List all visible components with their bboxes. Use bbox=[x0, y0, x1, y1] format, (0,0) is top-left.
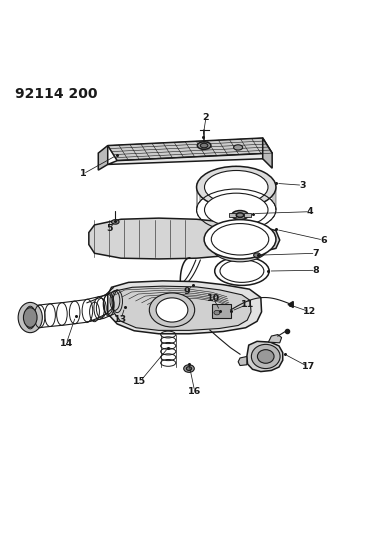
Text: 16: 16 bbox=[188, 387, 201, 395]
Text: 12: 12 bbox=[303, 308, 317, 317]
Ellipse shape bbox=[186, 367, 192, 370]
Text: 5: 5 bbox=[106, 224, 113, 233]
Ellipse shape bbox=[184, 365, 194, 373]
Ellipse shape bbox=[214, 310, 220, 315]
Ellipse shape bbox=[197, 166, 276, 208]
Ellipse shape bbox=[257, 350, 274, 364]
FancyBboxPatch shape bbox=[212, 304, 231, 318]
Text: 17: 17 bbox=[301, 362, 315, 371]
Text: 6: 6 bbox=[320, 236, 327, 245]
Polygon shape bbox=[244, 213, 251, 217]
Ellipse shape bbox=[197, 142, 211, 149]
Ellipse shape bbox=[149, 293, 195, 327]
Polygon shape bbox=[238, 357, 247, 366]
Polygon shape bbox=[263, 138, 272, 168]
Polygon shape bbox=[108, 153, 272, 165]
Text: 2: 2 bbox=[203, 112, 209, 122]
Text: 3: 3 bbox=[299, 181, 306, 190]
Text: 7: 7 bbox=[312, 249, 319, 258]
Polygon shape bbox=[98, 146, 108, 170]
Polygon shape bbox=[108, 138, 272, 160]
Ellipse shape bbox=[200, 143, 208, 148]
Ellipse shape bbox=[204, 220, 276, 259]
Ellipse shape bbox=[211, 223, 269, 255]
Text: 11: 11 bbox=[241, 300, 254, 309]
Ellipse shape bbox=[232, 211, 248, 220]
Text: 9: 9 bbox=[184, 287, 191, 296]
Polygon shape bbox=[108, 281, 262, 334]
Polygon shape bbox=[113, 286, 251, 330]
Polygon shape bbox=[247, 341, 283, 372]
Ellipse shape bbox=[254, 253, 260, 257]
Ellipse shape bbox=[220, 260, 264, 282]
Text: 92114 200: 92114 200 bbox=[15, 87, 98, 101]
Ellipse shape bbox=[204, 171, 268, 204]
Text: 4: 4 bbox=[307, 207, 313, 216]
Text: 10: 10 bbox=[207, 294, 220, 303]
Ellipse shape bbox=[156, 298, 188, 322]
Ellipse shape bbox=[236, 213, 244, 217]
Ellipse shape bbox=[204, 193, 268, 227]
Ellipse shape bbox=[23, 308, 37, 327]
Polygon shape bbox=[268, 335, 282, 343]
Text: 1: 1 bbox=[80, 169, 87, 179]
Ellipse shape bbox=[18, 302, 42, 333]
Text: 15: 15 bbox=[133, 377, 146, 386]
Text: 14: 14 bbox=[59, 340, 73, 349]
Ellipse shape bbox=[112, 220, 119, 224]
Text: 8: 8 bbox=[312, 266, 319, 275]
Ellipse shape bbox=[234, 145, 243, 150]
Polygon shape bbox=[89, 218, 280, 259]
Text: 13: 13 bbox=[115, 315, 127, 324]
Polygon shape bbox=[229, 213, 236, 217]
Ellipse shape bbox=[251, 344, 280, 368]
Ellipse shape bbox=[211, 230, 269, 262]
